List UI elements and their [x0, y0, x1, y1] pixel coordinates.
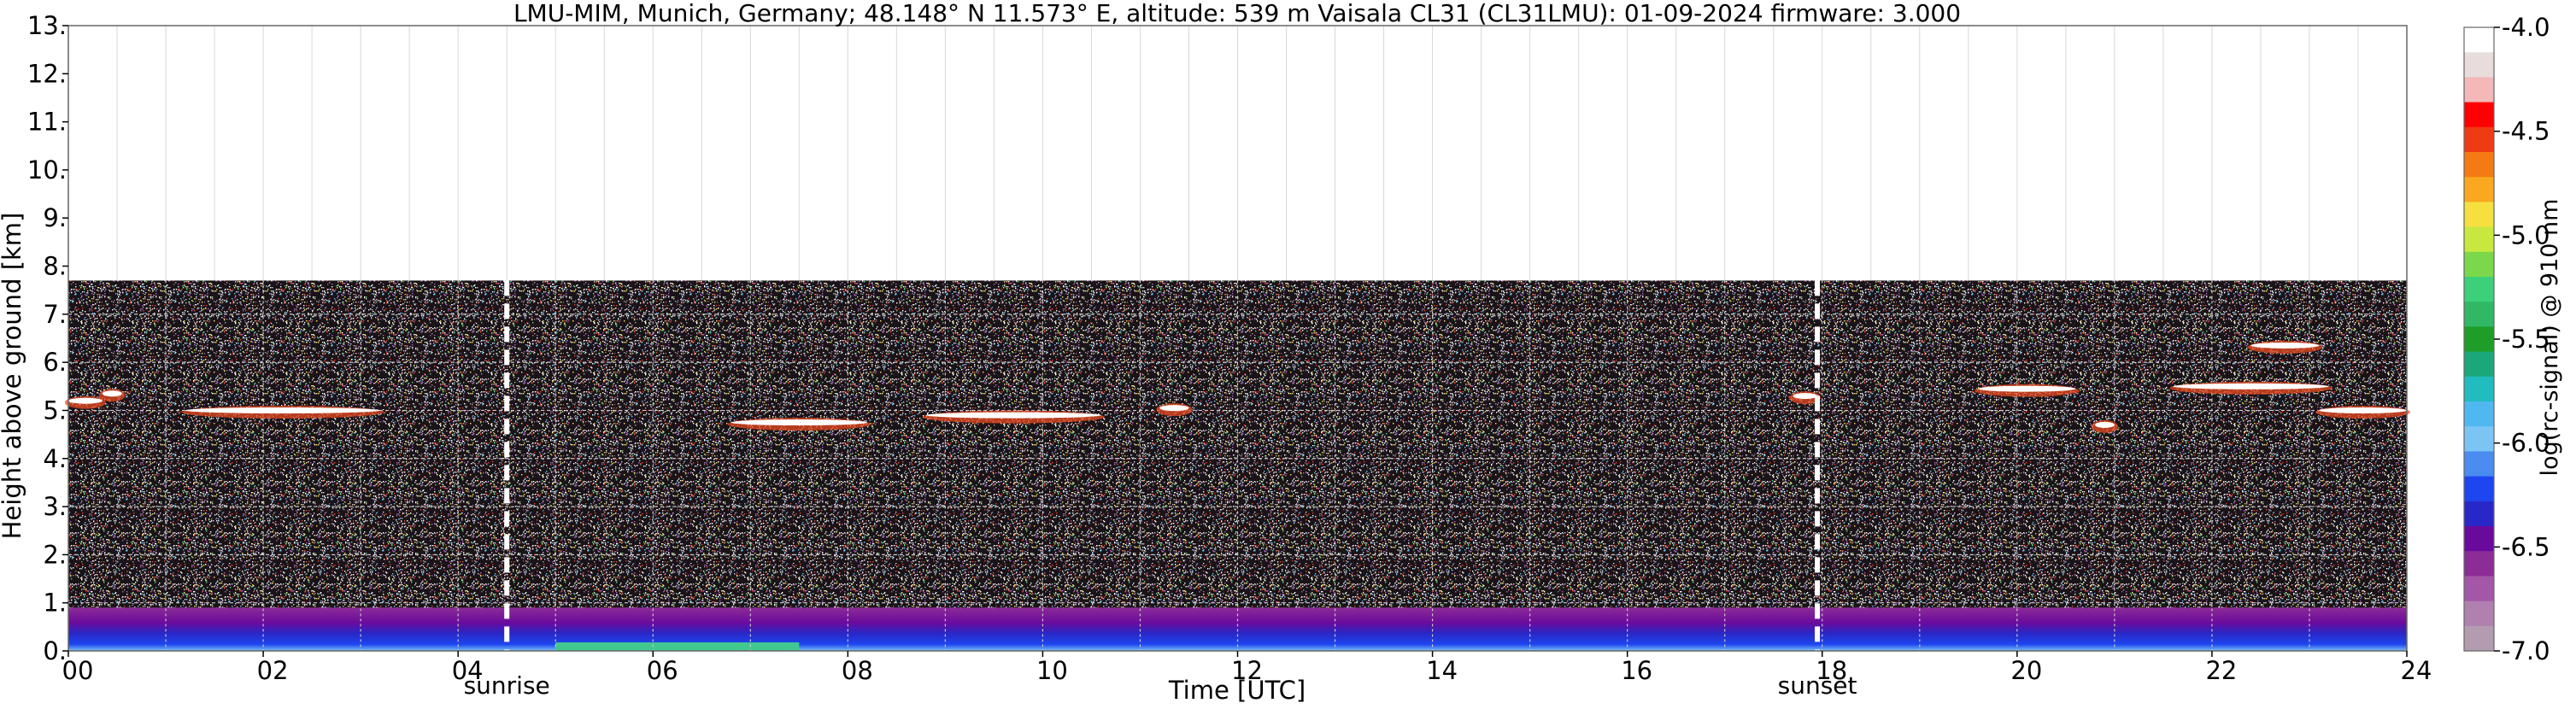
axes-layer: 00 02 04 06 08 10 12 14 16 18 20 22 24 0. 1. 2. 3. 4. 5. 6.… — [27, 11, 2432, 685]
colorbar-segment — [2464, 27, 2494, 53]
y-tick-label: 1. — [43, 589, 67, 618]
colorbar-segment — [2464, 476, 2494, 502]
colorbar-segment — [2464, 501, 2494, 527]
x-tick-label: 20 — [2010, 656, 2042, 685]
x-tick-label: 00 — [62, 656, 94, 685]
colorbar-segment — [2464, 202, 2494, 228]
colorbar-tick-label: -7.0 — [2502, 636, 2550, 665]
colorbar-segment — [2464, 302, 2494, 327]
surface-signal-band — [555, 642, 800, 651]
colorbar-segment — [2464, 576, 2494, 602]
colorbar-tick-label: -4.5 — [2502, 117, 2550, 146]
chart-title: LMU-MIM, Munich, Germany; 48.148° N 11.5… — [513, 0, 1961, 27]
x-tick-label: 08 — [842, 656, 873, 685]
y-tick-label: 4. — [43, 444, 67, 473]
cloud-layer — [925, 412, 1101, 419]
colorbar-tick-label: -5.5 — [2502, 325, 2550, 354]
colorbar-segment — [2464, 152, 2494, 178]
x-tick-label: 12 — [1231, 656, 1263, 685]
y-tick-label: 5. — [43, 396, 67, 425]
x-tick-label: 24 — [2401, 656, 2432, 685]
grid-layer — [68, 26, 2407, 651]
y-tick-label: 2. — [43, 540, 67, 569]
cloud-layer — [1793, 393, 1818, 400]
cloud-layer — [2250, 342, 2320, 349]
y-tick-label: 3. — [43, 492, 67, 521]
x-tick-label: 18 — [1816, 656, 1847, 685]
colorbar-segment — [2464, 351, 2494, 378]
cloud-layer — [2173, 383, 2329, 390]
colorbar-segment — [2464, 52, 2494, 78]
y-tick-label: 10. — [27, 155, 67, 185]
x-tick-label: 04 — [452, 656, 484, 685]
x-tick-label: 06 — [647, 656, 678, 685]
colorbar-segment — [2464, 625, 2494, 652]
x-tick-label: 14 — [1426, 656, 1458, 685]
colorbar-segment — [2464, 226, 2494, 253]
y-tick-label: 8. — [43, 252, 67, 281]
y-tick-label: 6. — [43, 348, 67, 377]
x-tick-label: 10 — [1036, 656, 1068, 685]
cloud-layer — [2095, 421, 2115, 428]
cloud-layer — [1159, 405, 1189, 412]
colorbar-tick-label: -5.0 — [2502, 220, 2550, 249]
x-axis-label: Time [UTC] — [1168, 676, 1306, 705]
cloud-layer — [1978, 385, 2076, 392]
x-tick-label: 02 — [257, 656, 289, 685]
colorbar-segment — [2464, 526, 2494, 552]
colorbar-segment — [2464, 401, 2494, 427]
colorbar-segment — [2464, 551, 2494, 577]
colorbar-segment — [2464, 251, 2494, 278]
event-label-sunset: sunset — [1778, 671, 1857, 700]
y-tick-label: 0. — [43, 636, 67, 665]
colorbar-segment — [2464, 177, 2494, 202]
colorbar: -4.0 -4.5 -5.0 -5.5 -6.0 -6.5 -7.0 — [2463, 13, 2550, 665]
y-tick-label: 13. — [27, 11, 67, 40]
colorbar-segment — [2464, 77, 2494, 103]
x-tick-label: 22 — [2205, 656, 2237, 685]
colorbar-segment — [2464, 426, 2494, 452]
cloud-layer — [68, 397, 103, 404]
event-layer: sunrise sunset — [464, 280, 1857, 700]
colorbar-segment — [2464, 376, 2494, 402]
y-tick-label: 12. — [27, 59, 67, 88]
x-tick-label: 16 — [1621, 656, 1652, 685]
colorbar-tick-label: -6.0 — [2502, 429, 2550, 458]
y-tick-label: 9. — [43, 203, 67, 232]
colorbar-segment — [2464, 326, 2494, 353]
colorbar-segment — [2464, 601, 2494, 627]
y-tick-label: 7. — [43, 300, 67, 329]
colorbar-segment — [2464, 102, 2494, 128]
cloud-layer — [65, 340, 2410, 433]
cloud-layer — [185, 407, 380, 413]
colorbar-tick-label: -6.5 — [2502, 532, 2550, 561]
colorbar-segment — [2464, 126, 2494, 153]
colorbar-segment — [2464, 451, 2494, 478]
y-axis-label: Height above ground [km] — [0, 213, 26, 540]
cloud-layer — [731, 419, 868, 426]
y-tick-label: 11. — [27, 108, 67, 137]
colorbar-label: log(rc-signal) @ 910 nm — [2537, 199, 2563, 477]
cloud-layer — [2319, 407, 2407, 413]
colorbar-tick-label: -4.0 — [2502, 13, 2550, 42]
event-label-sunrise: sunrise — [464, 671, 550, 700]
cloud-layer — [102, 390, 122, 397]
colorbar-segment — [2464, 277, 2494, 302]
